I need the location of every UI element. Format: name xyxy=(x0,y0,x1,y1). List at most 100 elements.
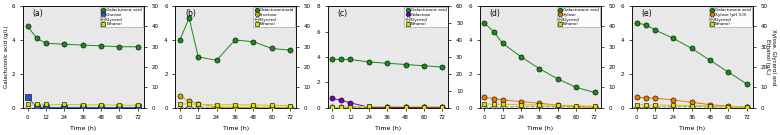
Line: Galacturonic acid: Galacturonic acid xyxy=(25,24,140,49)
Galacturonic acid xyxy=(337,59,346,60)
Line: Ethanol: Ethanol xyxy=(482,102,597,108)
Galacturonic acid xyxy=(651,29,660,31)
Galactose xyxy=(382,107,392,108)
Glucose xyxy=(23,97,32,98)
Glycerol xyxy=(115,107,124,108)
Galacturonic acid xyxy=(516,56,526,58)
Glycerol xyxy=(41,107,51,108)
Ethanol xyxy=(632,104,641,105)
Galacturonic acid xyxy=(382,62,392,64)
X-axis label: Time (h): Time (h) xyxy=(375,126,401,131)
Xylose (pH 3.0) xyxy=(641,97,651,99)
Ethanol xyxy=(41,104,51,105)
Line: Xylose (pH 3.0): Xylose (pH 3.0) xyxy=(634,95,750,110)
Xylose (pH 3.0) xyxy=(651,97,660,99)
Galacturonic acid xyxy=(489,31,498,32)
Glycerol xyxy=(230,107,239,108)
Ethanol xyxy=(230,104,239,106)
Galacturonic acid xyxy=(632,22,641,24)
Ethanol xyxy=(724,106,733,107)
Ethanol xyxy=(401,106,410,107)
Xylose (pH 3.0) xyxy=(724,105,733,107)
Galacturonic acid xyxy=(724,71,733,73)
Ethanol xyxy=(742,106,751,108)
Line: Galacturonicsaid: Galacturonicsaid xyxy=(177,15,292,63)
Galacturonicsaid xyxy=(212,60,222,61)
Y-axis label: Xylose, Glycerol and
Ethanol (g/L): Xylose, Glycerol and Ethanol (g/L) xyxy=(765,29,776,85)
Glycerol xyxy=(78,107,87,108)
Y-axis label: Galacturonic acid (g/L): Galacturonic acid (g/L) xyxy=(4,26,9,88)
Glycerol xyxy=(382,107,392,108)
Galacturonic acid xyxy=(590,92,599,93)
Galacturonicsaid xyxy=(176,39,185,41)
Ethanol xyxy=(590,105,599,107)
Line: Ethanol: Ethanol xyxy=(634,102,749,109)
Glycerol xyxy=(133,107,143,108)
Line: Ethanol: Ethanol xyxy=(178,102,292,108)
Glycerol xyxy=(212,106,222,108)
Galacturonic acid xyxy=(498,43,507,44)
Glycerol xyxy=(184,107,193,108)
Text: (d): (d) xyxy=(489,9,500,18)
Glycerol xyxy=(489,106,498,108)
Galacturonic acid xyxy=(401,64,410,65)
Line: Glycerol: Glycerol xyxy=(634,104,749,110)
Line: Glycerol: Glycerol xyxy=(26,105,140,110)
Glycerol xyxy=(97,107,106,108)
Xylose xyxy=(572,106,581,107)
Galacturonic acid xyxy=(705,60,714,61)
Glycerol xyxy=(553,106,562,108)
Line: Glycerol: Glycerol xyxy=(330,105,445,110)
Legend: Galacturonic acid, Galactose, Glycerol, Ethanol: Galacturonic acid, Galactose, Glycerol, … xyxy=(404,7,448,27)
Ethanol xyxy=(641,104,651,106)
X-axis label: Time (h): Time (h) xyxy=(70,126,97,131)
Line: Xylose: Xylose xyxy=(482,95,597,110)
Glycerol xyxy=(176,107,185,108)
Galacturonic acid xyxy=(133,46,143,48)
Xylose (pH 3.0) xyxy=(632,97,641,98)
Line: Galacturonic acid: Galacturonic acid xyxy=(634,21,750,87)
Galacturonic acid xyxy=(328,59,337,60)
Xylose xyxy=(489,98,498,99)
Legend: Galacturonic acid, Glucose, Glycerol, Ethanol: Galacturonic acid, Glucose, Glycerol, Et… xyxy=(100,7,144,27)
Glycerol xyxy=(23,107,32,108)
Galacturonic acid xyxy=(78,44,87,46)
Ethanol xyxy=(572,105,581,107)
Ethanol xyxy=(60,104,69,105)
Glycerol xyxy=(60,107,69,108)
Glycerol xyxy=(420,107,429,108)
Glycerol xyxy=(438,107,447,108)
Ethanol xyxy=(705,105,714,107)
Galacturonic acid xyxy=(742,83,751,85)
Xylose xyxy=(516,101,526,102)
Ethanol xyxy=(78,104,87,106)
Glycerol xyxy=(249,107,258,108)
Xylose xyxy=(535,102,544,104)
Galacturonic acid xyxy=(535,68,544,70)
Galactose xyxy=(346,102,355,104)
Fructose xyxy=(176,96,185,97)
Fructose xyxy=(267,107,276,108)
Ethanol xyxy=(498,104,507,105)
Ethanol xyxy=(337,107,346,108)
Fructose xyxy=(193,103,203,104)
Galactose xyxy=(328,97,337,99)
Ethanol xyxy=(267,104,276,106)
Glucose xyxy=(60,107,69,108)
Ethanol xyxy=(346,106,355,107)
Fructose xyxy=(285,107,295,108)
Glycerol xyxy=(641,106,651,108)
Glycerol xyxy=(337,107,346,108)
Legend: Galacturonic acid, Xylose, Glycerol, Ethanol: Galacturonic acid, Xylose, Glycerol, Eth… xyxy=(557,7,600,27)
Glycerol xyxy=(346,107,355,108)
Ethanol xyxy=(176,103,185,105)
Galacturonicsaid xyxy=(193,56,203,58)
Galacturonicsaid xyxy=(249,41,258,43)
Text: (b): (b) xyxy=(185,9,196,18)
Text: (a): (a) xyxy=(33,9,44,18)
Fructose xyxy=(184,100,193,102)
Glycerol xyxy=(668,106,678,108)
Ethanol xyxy=(328,107,337,108)
Glucose xyxy=(115,107,124,108)
Line: Galacturonic acid: Galacturonic acid xyxy=(482,21,597,95)
